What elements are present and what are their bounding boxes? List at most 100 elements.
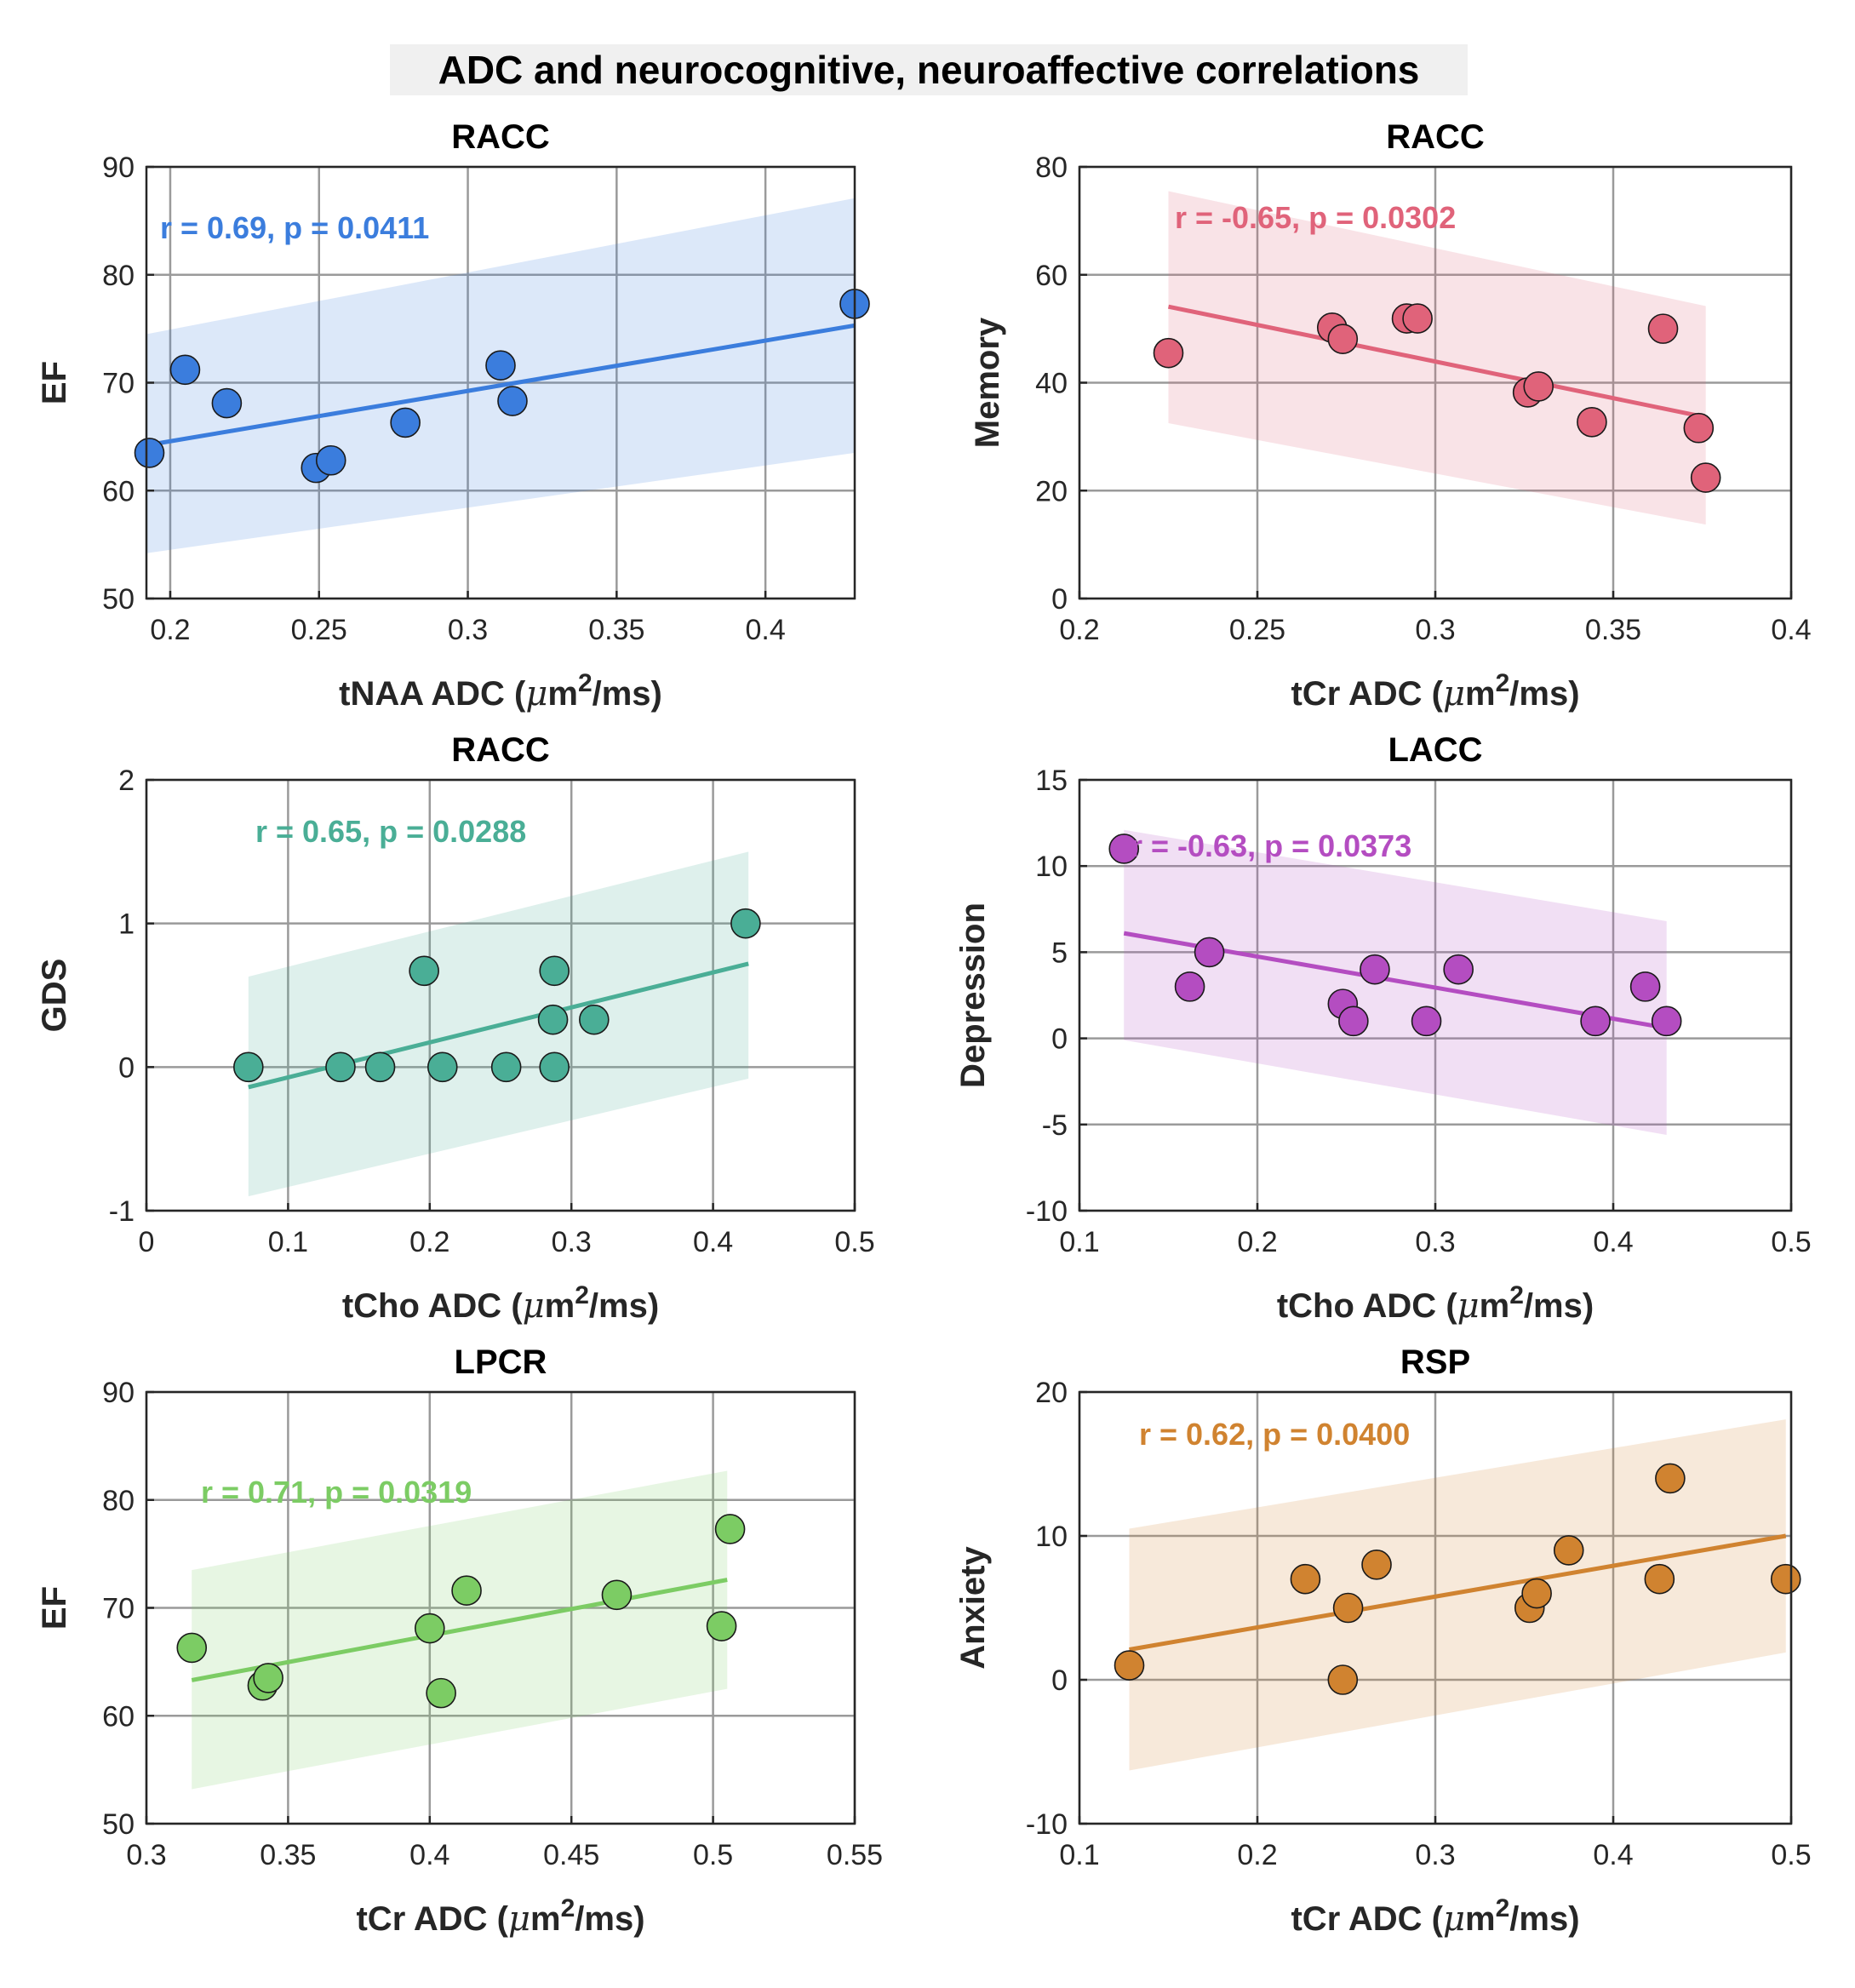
data-point (1521, 1578, 1552, 1609)
x-axis-unit-m: m (1465, 1900, 1496, 1938)
x-tick-label: 0.5 (834, 1226, 874, 1258)
x-tick-label: 0.3 (126, 1839, 166, 1871)
data-point (211, 387, 243, 419)
data-point (1327, 324, 1359, 354)
data-point (1523, 371, 1554, 402)
data-point (730, 908, 761, 939)
confidence-band (1168, 191, 1706, 525)
y-tick-label: -10 (1026, 1195, 1068, 1228)
x-tick-label: 0.5 (693, 1839, 733, 1871)
data-point (1655, 1463, 1686, 1494)
x-axis-unit-mu: μ (1443, 1899, 1465, 1939)
x-axis-label: tCho ADC (μm2/ms) (342, 1281, 659, 1326)
data-point (1327, 1664, 1359, 1695)
y-tick-label: 50 (102, 1808, 135, 1841)
regression-line (146, 323, 856, 448)
data-point (176, 1632, 208, 1664)
panel-title: RACC (451, 118, 550, 156)
x-tick-label: 0.25 (1229, 614, 1285, 646)
correlation-annotation: r = -0.63, p = 0.0373 (1131, 828, 1411, 863)
data-point (414, 1613, 445, 1644)
data-point (1683, 412, 1715, 444)
y-axis-label: Memory (969, 317, 1006, 448)
x-axis-unit-mu: μ (508, 1899, 530, 1939)
y-tick-label: 0 (118, 1051, 135, 1084)
x-axis-unit-open: ( (1432, 1900, 1444, 1938)
chart-panel-5: 0.3 0.35 0.4 0.45 0.5 0.55 50 60 70 80 90 LPCR tCr A… (36, 1343, 883, 1939)
x-axis-unit-open: ( (497, 1900, 509, 1938)
x-tick-label: 0.25 (291, 614, 347, 646)
x-tick-label: 0.5 (1771, 1226, 1811, 1258)
x-tick-label: 0.4 (1771, 614, 1811, 646)
x-axis-unit-exponent: 2 (1509, 1281, 1524, 1309)
x-tick-label: 0.3 (1415, 1839, 1455, 1871)
x-axis-unit-mu: μ (525, 674, 547, 713)
data-point (1108, 834, 1140, 864)
x-axis-unit-close: /ms) (593, 675, 662, 713)
y-tick-label: -5 (1042, 1109, 1068, 1142)
y-tick-label: 50 (102, 583, 135, 616)
data-point (253, 1663, 283, 1693)
x-tick-label: 0.2 (150, 614, 190, 646)
data-point (315, 444, 346, 476)
y-tick-label: 80 (1035, 152, 1068, 184)
x-tick-label: 0.3 (1415, 1226, 1455, 1258)
data-point (1443, 954, 1474, 985)
axes-frame (145, 778, 856, 1212)
plot-area (146, 780, 855, 1211)
x-axis-unit-close: /ms) (1509, 1900, 1579, 1938)
data-point (601, 1579, 633, 1611)
data-point (1360, 954, 1390, 985)
data-point (1770, 1563, 1801, 1595)
x-tick-label: 0.2 (409, 1226, 449, 1258)
data-point (427, 1051, 458, 1083)
x-axis-unit-close: /ms) (1524, 1287, 1594, 1325)
data-point (1690, 462, 1721, 493)
data-point (233, 1051, 264, 1083)
data-point (714, 1514, 746, 1544)
x-tick-label: 0.4 (693, 1226, 733, 1258)
x-tick-label: 0.5 (1771, 1839, 1811, 1871)
data-point (1194, 937, 1225, 968)
y-tick-label: 60 (102, 1700, 135, 1733)
x-axis-label: tCr ADC (μm2/ms) (1291, 1894, 1579, 1939)
correlation-annotation: r = -0.65, p = 0.0302 (1175, 200, 1456, 235)
x-tick-label: 0 (139, 1226, 155, 1258)
x-axis-unit-mu: μ (1443, 674, 1465, 713)
data-point (1332, 1592, 1364, 1624)
x-axis-unit-close: /ms) (1509, 675, 1579, 713)
x-tick-label: 0.45 (543, 1839, 599, 1871)
x-axis-unit-m: m (1480, 1287, 1510, 1325)
x-tick-label: 0.1 (1059, 1226, 1099, 1258)
x-tick-label: 0.4 (409, 1839, 449, 1871)
data-point (134, 438, 165, 468)
x-tick-label: 0.35 (1585, 614, 1641, 646)
y-tick-label: 5 (1051, 937, 1068, 969)
x-axis-unit-close: /ms) (589, 1287, 659, 1325)
regression-line (1167, 304, 1707, 420)
data-point (1647, 313, 1679, 344)
x-tick-label: 0.3 (1415, 614, 1455, 646)
data-point (1577, 406, 1607, 438)
x-tick-label: 0.1 (1059, 1839, 1099, 1871)
data-point (1411, 1005, 1442, 1037)
x-tick-label: 0.4 (1593, 1226, 1633, 1258)
x-axis-label-name: tCho ADC (1277, 1287, 1446, 1325)
x-tick-label: 0.2 (1237, 1226, 1277, 1258)
panel-title: RACC (1386, 118, 1485, 156)
y-tick-label: 0 (1051, 1023, 1068, 1056)
data-point (1361, 1550, 1392, 1580)
y-tick-label: 10 (1035, 851, 1068, 883)
x-tick-label: 0.3 (552, 1226, 592, 1258)
chart-panel-6: 0.1 0.2 0.3 0.4 0.5 -10 0 10 20 RSP tCr ADC (μm2/m… (954, 1343, 1812, 1939)
x-tick-label: 0.4 (745, 614, 785, 646)
data-point (1290, 1563, 1321, 1595)
y-axis-label: GDS (36, 959, 73, 1033)
panel-title: LACC (1388, 731, 1482, 769)
data-point (1580, 1005, 1611, 1037)
data-point (426, 1677, 456, 1709)
x-axis-label: tNAA ADC (μm2/ms) (339, 669, 662, 713)
x-axis-label: tCr ADC (μm2/ms) (1291, 669, 1579, 713)
x-tick-label: 0.55 (827, 1839, 883, 1871)
data-point (1553, 1535, 1584, 1566)
